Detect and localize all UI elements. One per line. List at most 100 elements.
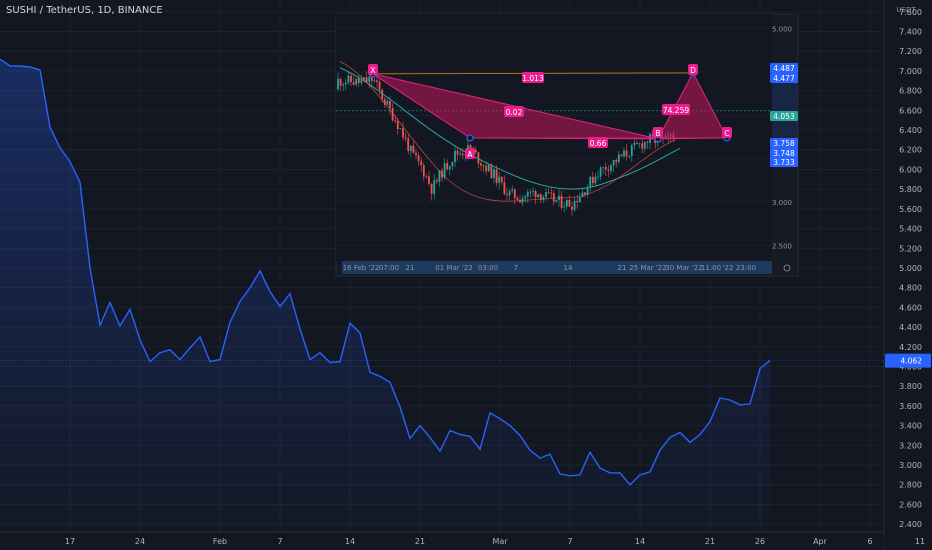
inset-candle-body: [628, 156, 631, 157]
inset-candle-body: [443, 163, 446, 178]
inset-candle-body: [381, 89, 384, 100]
y-tick-label: 4.800: [899, 284, 922, 293]
inset-candle-body: [542, 196, 545, 200]
inset-candle-body: [519, 200, 521, 203]
x-tick-label: 21: [705, 537, 715, 546]
inset-candle-body: [373, 80, 376, 82]
pattern-point-a: [466, 134, 474, 142]
inset-candle-body: [482, 165, 485, 167]
inset-candle-body: [506, 194, 508, 196]
inset-x-tick-label: 14: [564, 264, 573, 272]
y-tick-label: 5.400: [899, 225, 922, 234]
inset-y-tick-label: 5.000: [772, 26, 792, 34]
inset-candle-body: [534, 190, 537, 198]
pattern-label-box: [465, 148, 475, 159]
pattern-label: A: [467, 150, 473, 159]
inset-candle-body: [617, 154, 620, 163]
y-tick-label: 3.800: [899, 382, 922, 391]
x-tick-label: 11: [915, 537, 925, 546]
pattern-label-box: [368, 64, 378, 75]
inset-candle-body: [508, 191, 511, 196]
x-tick-label: 7: [567, 537, 572, 546]
ratio-box: [504, 106, 524, 117]
inset-candle-body: [589, 176, 592, 188]
inset-candle-body: [563, 206, 566, 208]
inset-candle-body: [552, 193, 555, 202]
inset-candle-body: [347, 75, 350, 83]
inset-candle-body: [597, 176, 599, 178]
inset-ema-fast: [339, 61, 677, 202]
inset-candle-body: [370, 76, 373, 81]
y-tick-label: 4.400: [899, 323, 922, 332]
x-tick-label: Feb: [213, 537, 227, 546]
ratio-label: 0.66: [590, 139, 607, 148]
inset-candle-body: [422, 165, 425, 177]
y-tick-label: 5.200: [899, 244, 922, 253]
inset-candle-body: [493, 169, 495, 179]
ratio-box: [522, 72, 544, 83]
inset-candle-body: [428, 176, 430, 184]
ratio-label: 0.02: [506, 108, 523, 117]
y-tick-label: 7.000: [899, 67, 922, 76]
inset-candle-body: [643, 142, 646, 149]
inset-candle-body: [474, 149, 477, 153]
inset-candle-body: [651, 134, 654, 137]
inset-candle-body: [355, 78, 358, 85]
inset-candle-body: [526, 191, 529, 197]
inset-candle-body: [339, 78, 342, 86]
last-price-label: 4.062: [901, 357, 923, 366]
inset-candle-body: [360, 80, 363, 84]
inset-candle-body: [383, 99, 386, 105]
inset-price-tag-label: 3.748: [773, 149, 795, 158]
inset-candle-body: [337, 78, 339, 90]
y-tick-label: 6.000: [899, 165, 922, 174]
inset-candle-body: [363, 77, 365, 81]
inset-candle-body: [500, 176, 503, 183]
inset-candle-body: [513, 189, 516, 199]
inset-x-tick-label: 30 Mar '22: [665, 264, 702, 272]
inset-candle-body: [404, 137, 407, 139]
inset-candle-body: [586, 187, 589, 195]
inset-x-tick-label: 03:00: [478, 264, 498, 272]
inset-candle-body: [550, 192, 553, 194]
inset-candle-body: [396, 120, 399, 129]
inset-candle-body: [435, 180, 438, 182]
inset-x-tick-label: 7: [514, 264, 518, 272]
inset-candle-body: [357, 78, 360, 84]
inset-candle-body: [620, 154, 623, 157]
inset-candle-body: [623, 150, 625, 157]
inset-candle-body: [503, 182, 506, 195]
y-tick-label: 5.000: [899, 264, 922, 273]
inset-candle-body: [532, 190, 534, 192]
area-fill: [0, 59, 770, 532]
inset-x-tick-label: 21: [406, 264, 415, 272]
inset-candle-body: [415, 152, 417, 156]
inset-candle-body: [612, 160, 615, 166]
inset-ema: [339, 61, 681, 202]
y-tick-label: 4.600: [899, 303, 922, 312]
inset-candle-body: [394, 120, 397, 122]
x-tick-label: Mar: [492, 537, 508, 546]
inset-price-tag-label: 4.053: [773, 112, 795, 121]
inset-candle-body: [573, 200, 576, 210]
inset-candle-body: [407, 138, 410, 152]
inset-x-tick-label: 07:00: [379, 264, 399, 272]
inset-candle-body: [376, 80, 378, 82]
inset-candle-body: [602, 166, 605, 168]
y-tick-label: 6.600: [899, 106, 922, 115]
inset-candle-body: [511, 189, 514, 192]
inset-candle-body: [604, 166, 607, 170]
inset-candle-body: [365, 77, 368, 82]
inset-candle-body: [636, 142, 638, 144]
inset-y-tick-label: 3.000: [772, 199, 792, 207]
inset-candle-body: [399, 128, 402, 130]
inset-candle-body: [456, 150, 459, 155]
inset-candle-body: [417, 155, 420, 162]
y-tick-label: 6.800: [899, 87, 922, 96]
inset-x-tick-label: 01 Mar '22: [435, 264, 472, 272]
y-tick-label: 2.400: [899, 520, 922, 529]
inset-candle-body: [555, 199, 558, 202]
y-tick-label: 7.200: [899, 47, 922, 56]
